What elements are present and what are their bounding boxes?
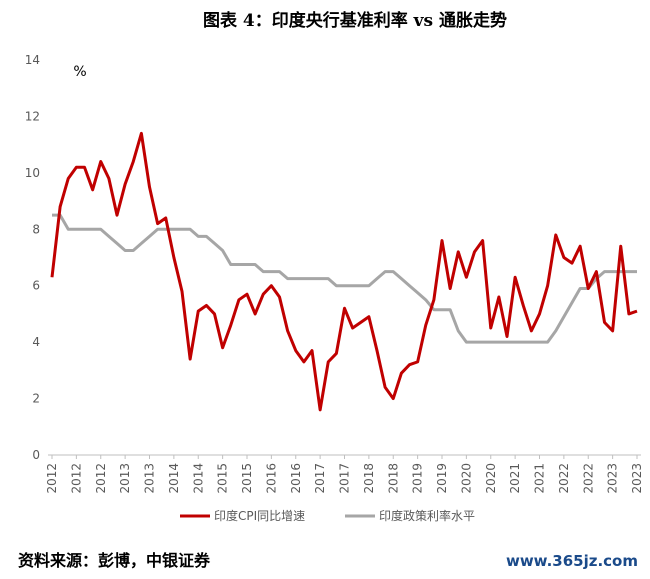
x-tick-label: 2015 [216,463,230,494]
x-tick-label: 2016 [289,463,303,494]
legend-label: 印度CPI同比增速 [214,508,305,523]
x-tick-label: 2020 [459,463,473,494]
chart-title: 图表 4：印度央行基准利率 vs 通胀走势 [203,10,507,31]
x-tick-label: 2013 [118,463,132,494]
x-tick-label: 2018 [362,463,376,494]
x-tick-label: 2017 [313,463,327,494]
x-tick-label: 2018 [386,463,400,494]
series-line [50,131,638,412]
x-tick-label: 2012 [69,463,83,494]
x-tick-label: 2012 [94,463,108,494]
x-tick-label: 2021 [533,463,547,494]
x-tick-label: 2012 [45,463,59,494]
x-tick-label: 2019 [411,463,425,494]
y-tick-label: 10 [25,166,40,180]
y-tick-label: 0 [32,448,40,462]
x-tick-label: 2020 [484,463,498,494]
x-tick-label: 2016 [264,463,278,494]
x-tick-label: 2023 [606,463,620,494]
unit-label: % [73,64,86,80]
x-tick-label: 2022 [581,463,595,494]
x-tick-label: 2022 [557,463,571,494]
x-tick-label: 2013 [143,463,157,494]
x-tick-label: 2019 [435,463,449,494]
x-tick-label: 2015 [240,463,254,494]
watermark: www.365jz.com [506,552,638,570]
source: 资料来源：彭博，中银证券 [18,551,211,570]
series-line [52,213,637,344]
y-tick-label: 6 [32,279,40,293]
y-tick-label: 14 [25,53,40,67]
x-tick-label: 2023 [630,463,644,494]
y-tick-label: 12 [25,109,40,123]
y-tick-label: 8 [32,222,40,236]
x-tick-label: 2014 [167,463,181,494]
legend-label: 印度政策利率水平 [379,508,475,523]
y-tick-label: 2 [32,392,40,406]
x-tick-label: 2017 [338,463,352,494]
x-tick-label: 2014 [191,463,205,494]
x-tick-label: 2021 [508,463,522,494]
y-tick-label: 4 [32,335,40,349]
